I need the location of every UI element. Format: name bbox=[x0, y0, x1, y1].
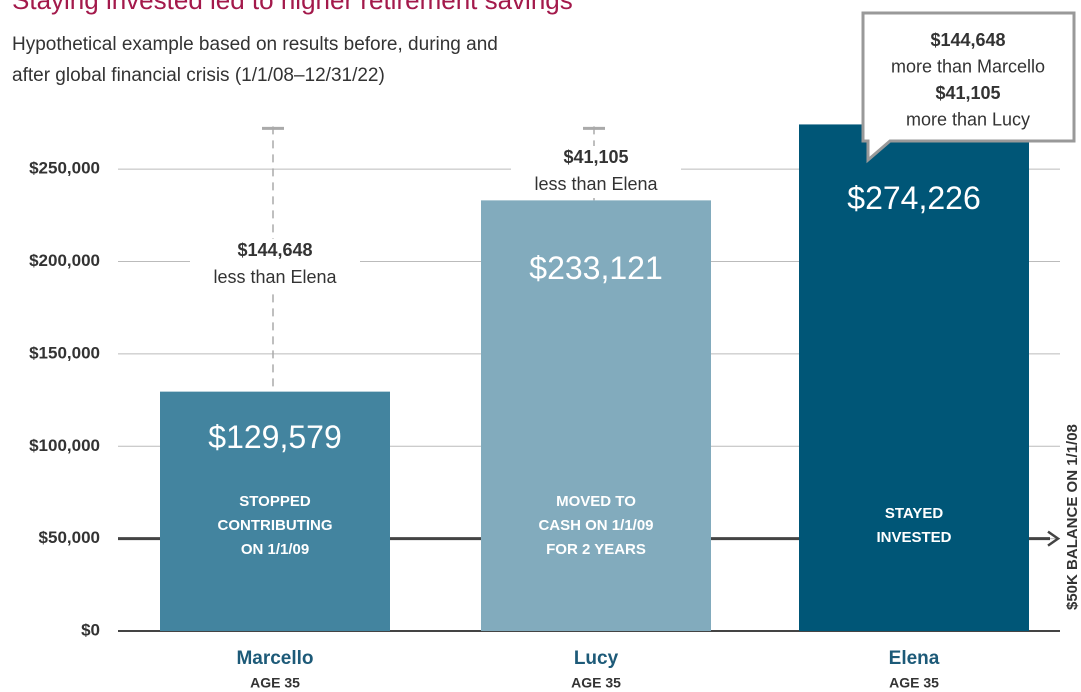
balance-label: $50K BALANCE ON 1/1/08 bbox=[1064, 424, 1081, 610]
y-tick-label: $250,000 bbox=[29, 159, 100, 178]
y-tick-label: $200,000 bbox=[29, 251, 100, 270]
value-label: $274,226 bbox=[847, 180, 980, 216]
x-tick-label: Lucy bbox=[574, 648, 619, 669]
x-tick-label: Elena bbox=[889, 648, 940, 669]
bar-note: STAYED bbox=[885, 505, 944, 522]
difference-amount: $41,105 bbox=[563, 147, 628, 167]
callout-box bbox=[861, 11, 1076, 164]
bar-note: INVESTED bbox=[876, 529, 951, 546]
value-label: $129,579 bbox=[208, 419, 341, 455]
bar-note: ON 1/1/09 bbox=[241, 541, 309, 558]
callout-text: $144,648 bbox=[930, 30, 1005, 50]
difference-amount: $144,648 bbox=[237, 240, 312, 260]
x-sublabel: AGE 35 bbox=[571, 675, 621, 691]
y-tick-label: $150,000 bbox=[29, 343, 100, 362]
value-label: $233,121 bbox=[529, 250, 662, 286]
callout-text: more than Marcello bbox=[891, 56, 1045, 76]
bar-note: STOPPED bbox=[239, 493, 311, 510]
y-tick-label: $100,000 bbox=[29, 436, 100, 455]
label-bg bbox=[511, 146, 681, 198]
difference-text: less than Elena bbox=[534, 174, 658, 194]
callout-text: $41,105 bbox=[935, 83, 1000, 103]
bar bbox=[799, 124, 1029, 632]
bar-note: CASH ON 1/1/09 bbox=[538, 517, 653, 534]
label-bg bbox=[190, 239, 360, 291]
x-sublabel: AGE 35 bbox=[250, 675, 300, 691]
x-tick-label: Marcello bbox=[236, 648, 313, 669]
y-tick-label: $0 bbox=[81, 620, 100, 639]
x-sublabel: AGE 35 bbox=[889, 675, 939, 691]
bar-note: CONTRIBUTING bbox=[218, 517, 333, 534]
bar bbox=[160, 391, 390, 631]
bar bbox=[481, 200, 711, 631]
arrow-head bbox=[1047, 530, 1061, 547]
subtitle: Hypothetical example based on results be… bbox=[12, 34, 498, 55]
difference-text: less than Elena bbox=[213, 267, 337, 287]
callout-text: more than Lucy bbox=[906, 109, 1030, 129]
subtitle: after global financial crisis (1/1/08–12… bbox=[12, 65, 385, 86]
chart-title: Staying invested led to higher retiremen… bbox=[12, 0, 573, 15]
bar-note: FOR 2 YEARS bbox=[546, 541, 646, 558]
bar-note: MOVED TO bbox=[556, 493, 636, 510]
y-tick-label: $50,000 bbox=[39, 528, 100, 547]
